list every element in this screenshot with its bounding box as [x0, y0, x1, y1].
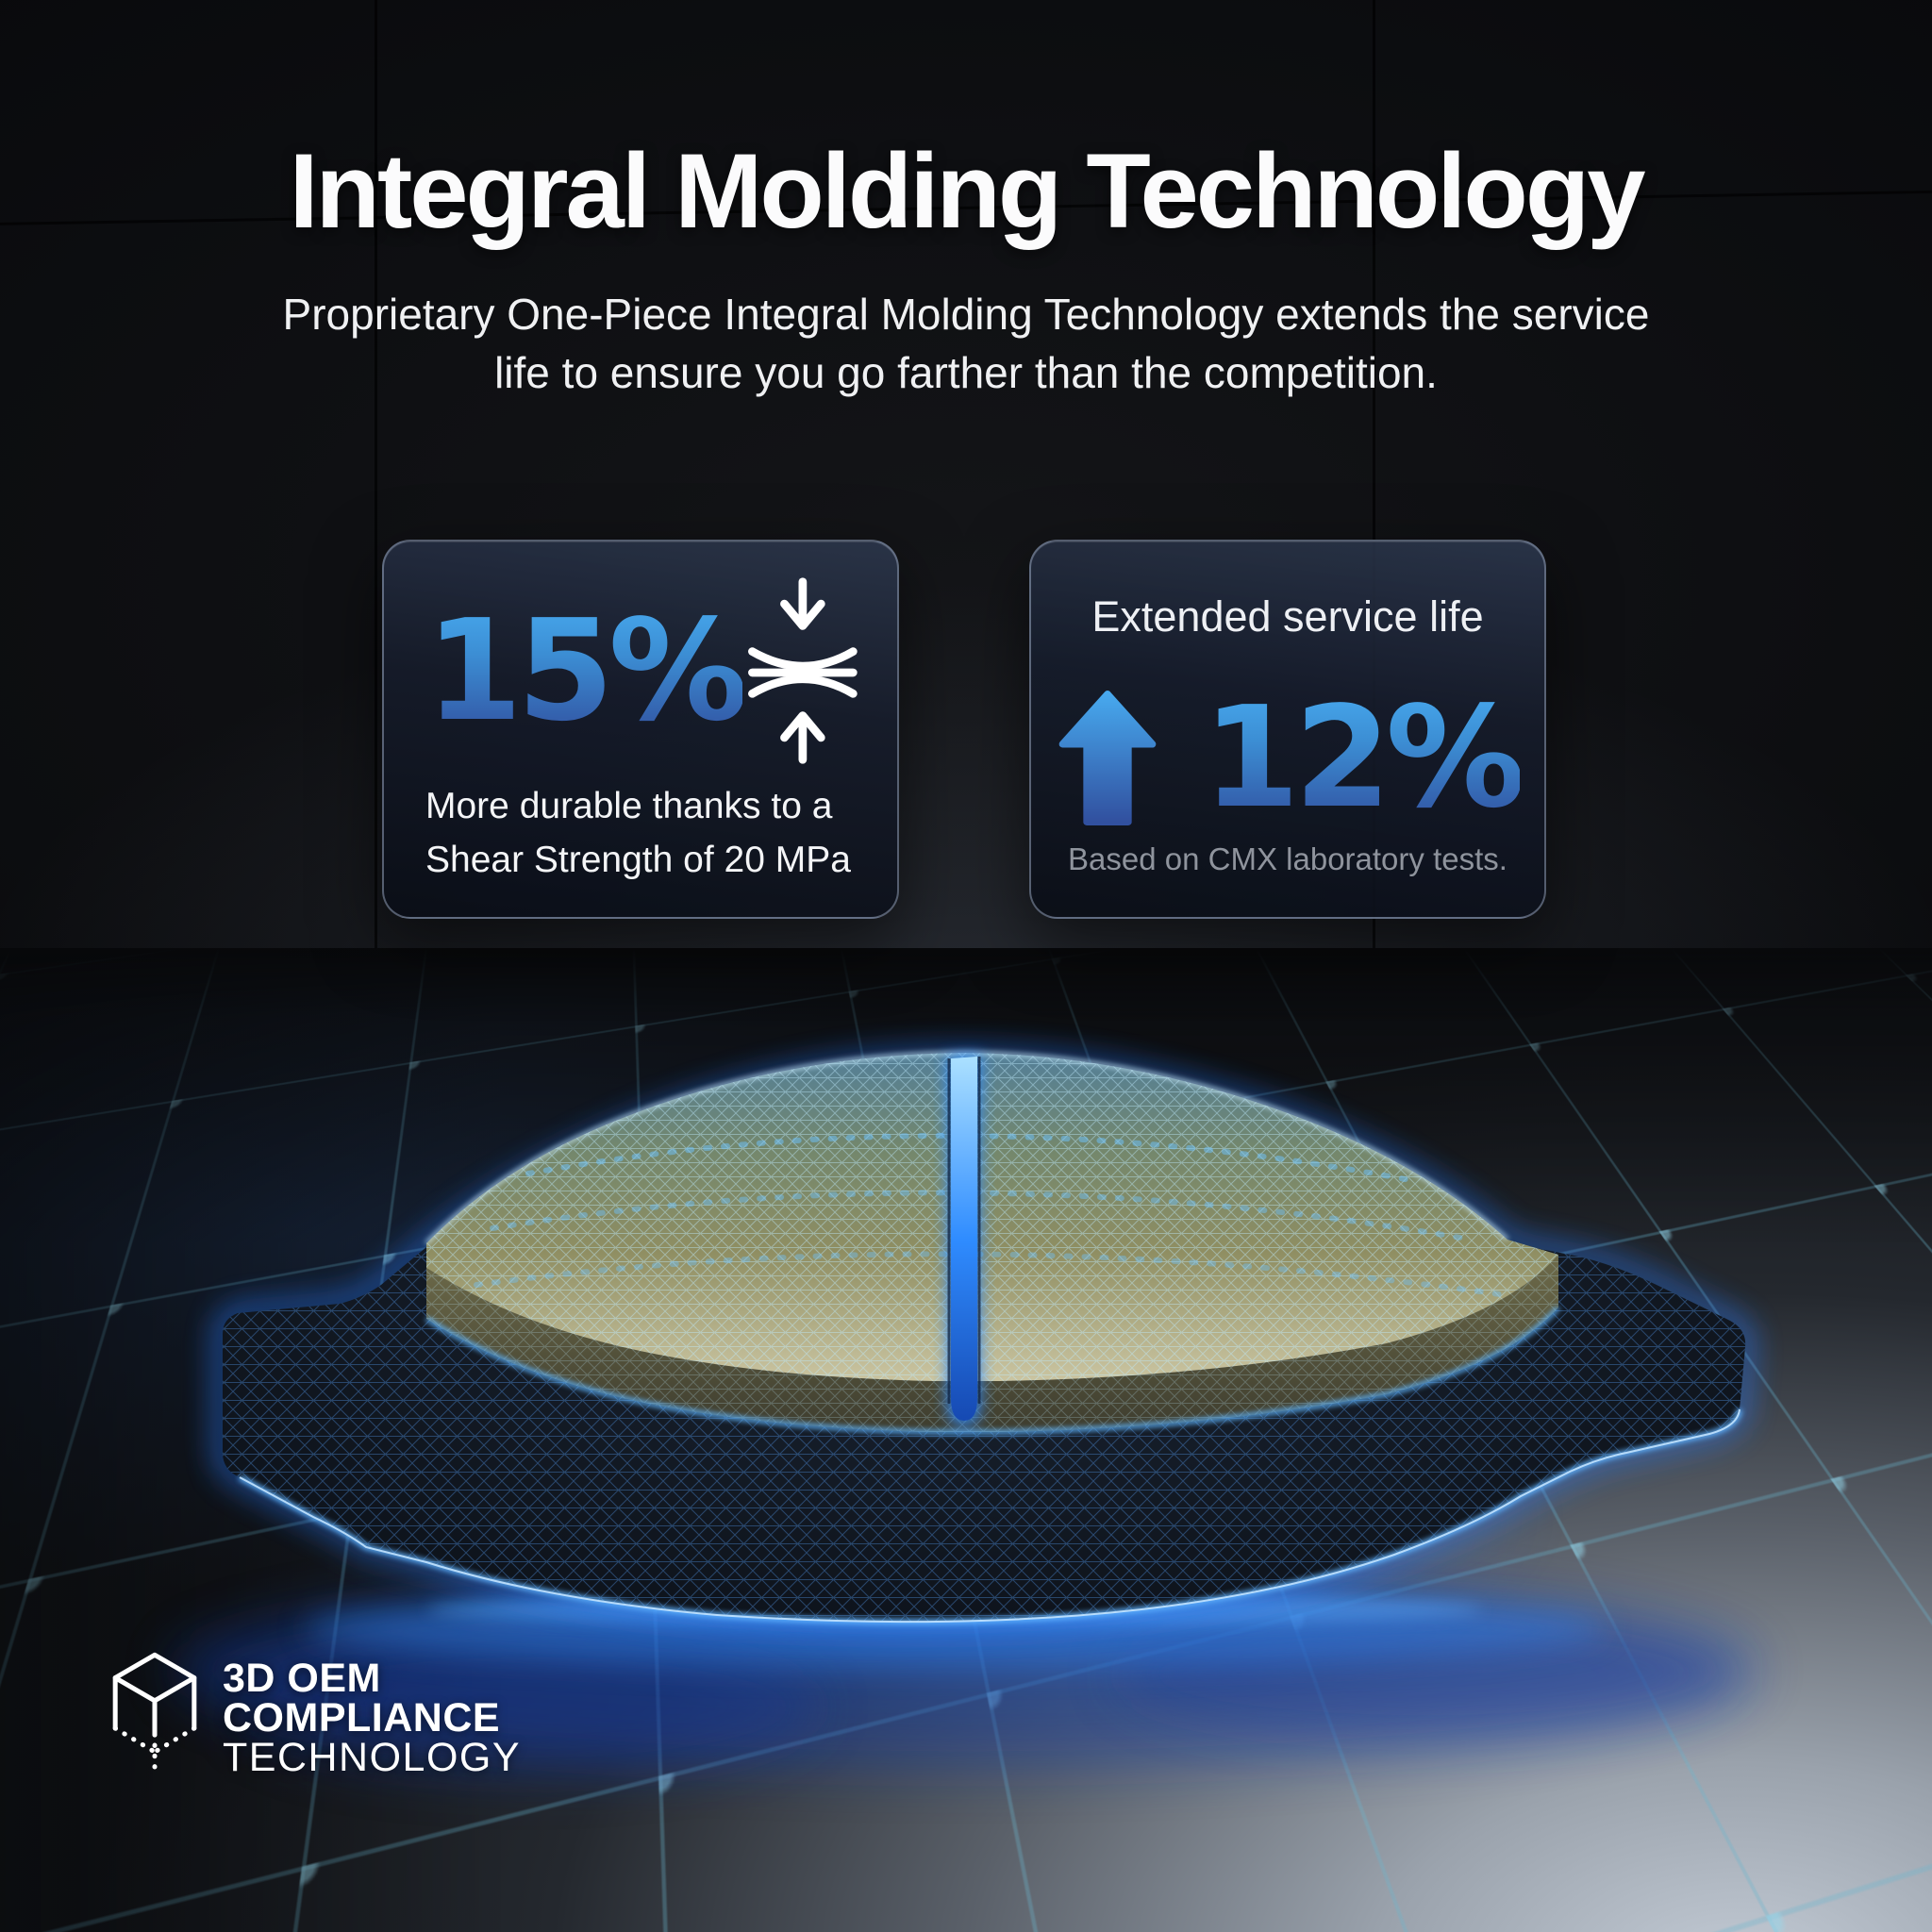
service-life-stat-row: 12%: [1031, 677, 1544, 838]
page-title: Integral Molding Technology: [289, 132, 1645, 250]
service-life-stat-value: 12%: [1202, 676, 1525, 839]
center-slot-glow: [947, 1055, 981, 1426]
durability-stat-card: 15% More durable thanks to a Shear Stren…: [382, 540, 899, 919]
compliance-badge-text: 3D OEM COMPLIANCE TECHNOLOGY: [223, 1651, 522, 1780]
durability-description-line-1: More durable thanks to a: [425, 786, 833, 826]
badge-line-1: 3D OEM: [223, 1656, 381, 1701]
wireframe-cube-icon: [112, 1652, 197, 1774]
brake-pad-wireframe-illustration: [172, 1049, 1757, 1775]
page-subtitle: Proprietary One-Piece Integral Molding T…: [0, 285, 1932, 402]
service-life-footnote: Based on CMX laboratory tests.: [1068, 841, 1507, 876]
durability-description-line-2: Shear Strength of 20 MPa: [425, 840, 851, 880]
service-life-title: Extended service life: [1091, 592, 1484, 641]
wall-seam-vertical-right: [1373, 0, 1375, 972]
subtitle-line-2: life to ensure you go farther than the c…: [494, 348, 1438, 397]
friction-material-block: [425, 1051, 1560, 1435]
badge-line-2: COMPLIANCE: [223, 1695, 501, 1740]
service-life-stat-card: Extended service life 12% Based on CMX l…: [1029, 540, 1546, 919]
badge-line-3: TECHNOLOGY: [223, 1735, 522, 1780]
durability-stat-value: 15%: [425, 590, 748, 752]
compliance-badge: 3D OEM COMPLIANCE TECHNOLOGY: [111, 1651, 522, 1780]
up-arrow-icon: [1058, 690, 1157, 825]
durability-description: More durable thanks to a Shear Strength …: [425, 779, 851, 887]
wall-seam-vertical-left: [375, 0, 377, 972]
compression-arrows-icon: [748, 577, 858, 764]
subtitle-line-1: Proprietary One-Piece Integral Molding T…: [282, 290, 1650, 339]
wall-background: [0, 0, 1932, 972]
durability-stat-row: 15%: [425, 574, 863, 768]
